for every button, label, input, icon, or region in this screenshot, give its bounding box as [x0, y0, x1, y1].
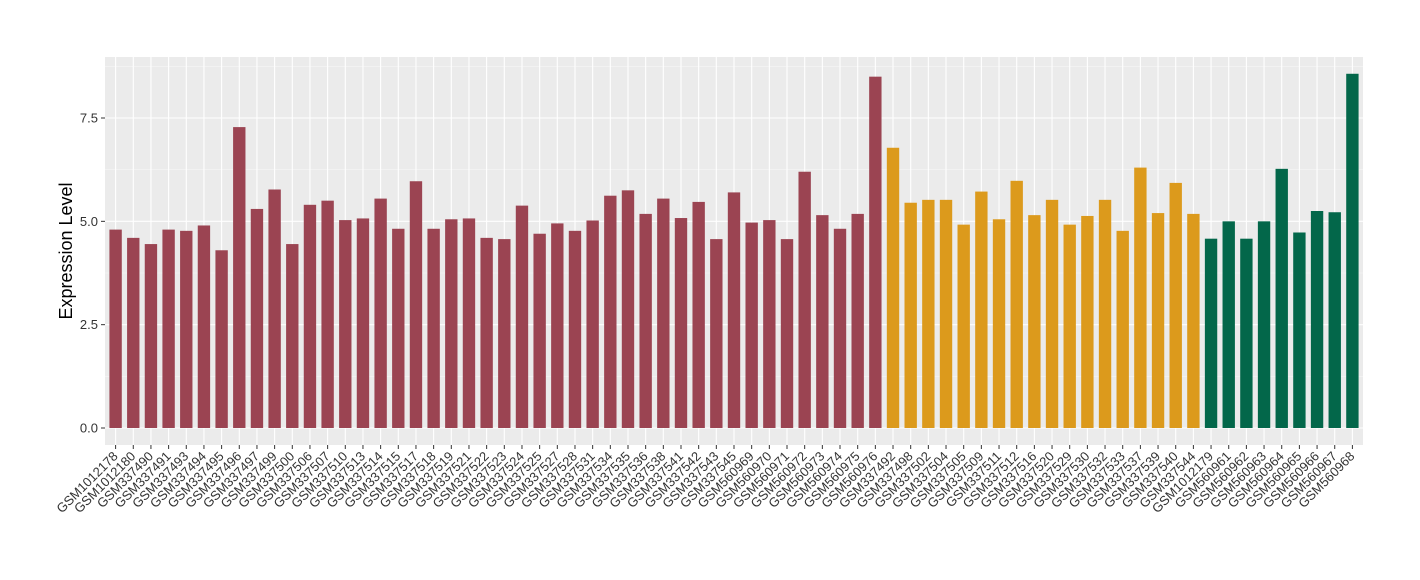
- bar: [851, 213, 864, 428]
- bar: [692, 201, 705, 428]
- bar: [162, 229, 175, 428]
- bar: [515, 205, 529, 428]
- bar: [1116, 230, 1129, 428]
- bar: [339, 220, 352, 428]
- bar: [533, 233, 546, 428]
- bar: [250, 208, 264, 428]
- bar: [745, 222, 758, 428]
- bar: [409, 181, 423, 428]
- bars: [109, 73, 1359, 429]
- bar: [833, 228, 847, 428]
- bar: [197, 225, 211, 428]
- bar: [975, 191, 988, 428]
- bar: [480, 237, 493, 428]
- bar: [498, 239, 511, 428]
- bar: [1169, 182, 1182, 428]
- bar: [1028, 215, 1041, 428]
- bar: [798, 171, 811, 428]
- bar: [1328, 212, 1341, 428]
- x-axis: GSM1012178GSM1012180GSM337490GSM337491GS…: [53, 445, 1358, 516]
- y-tick-label: 7.5: [80, 111, 98, 126]
- bar: [1204, 238, 1218, 428]
- bar: [1098, 199, 1112, 428]
- bar: [374, 198, 387, 428]
- bar: [1222, 221, 1235, 428]
- bar: [1081, 215, 1094, 428]
- bar: [604, 195, 617, 428]
- bar: [586, 220, 599, 428]
- bar: [1240, 238, 1253, 428]
- bar: [462, 218, 476, 428]
- bar: [1063, 224, 1076, 428]
- bar: [551, 223, 564, 428]
- bar: [127, 237, 140, 428]
- bar: [144, 244, 158, 428]
- bar: [710, 239, 723, 428]
- bar: [1134, 167, 1147, 428]
- bar: [639, 213, 652, 428]
- y-axis: 0.0 2.5 5.0 7.5: [80, 111, 105, 436]
- bar: [621, 190, 635, 428]
- bar: [886, 147, 900, 428]
- bar: [268, 189, 281, 428]
- bar: [869, 76, 882, 429]
- bar: [215, 250, 228, 428]
- bar: [233, 127, 246, 429]
- bar: [1151, 213, 1165, 428]
- bar: [992, 219, 1006, 428]
- y-tick-label: 2.5: [80, 317, 98, 332]
- bar: [657, 198, 670, 428]
- bar: [1187, 213, 1200, 428]
- bar: [1045, 199, 1059, 428]
- bar: [321, 200, 334, 428]
- bar: [303, 204, 317, 428]
- bar: [763, 220, 776, 428]
- bar: [780, 239, 794, 428]
- y-tick-label: 5.0: [80, 214, 98, 229]
- bar: [904, 202, 917, 428]
- bar: [356, 218, 370, 428]
- bar: [445, 219, 458, 428]
- y-axis-label: Expression Level: [56, 182, 76, 319]
- bar: [957, 224, 970, 428]
- bar: [180, 230, 193, 428]
- bar: [427, 228, 440, 428]
- bar: [816, 215, 829, 428]
- y-tick-label: 0.0: [80, 421, 98, 436]
- bar: [939, 199, 953, 428]
- bar: [922, 199, 935, 428]
- bar: [286, 244, 299, 428]
- bar: [568, 230, 582, 428]
- bar: [1346, 73, 1359, 429]
- bar: [1293, 232, 1306, 428]
- bar: [392, 228, 405, 428]
- bar: [1310, 211, 1324, 428]
- bar: [109, 229, 122, 428]
- bar: [727, 192, 741, 428]
- bar: [1010, 180, 1023, 428]
- bar: [1257, 221, 1271, 428]
- bar: [1275, 168, 1288, 428]
- bar: [674, 218, 688, 428]
